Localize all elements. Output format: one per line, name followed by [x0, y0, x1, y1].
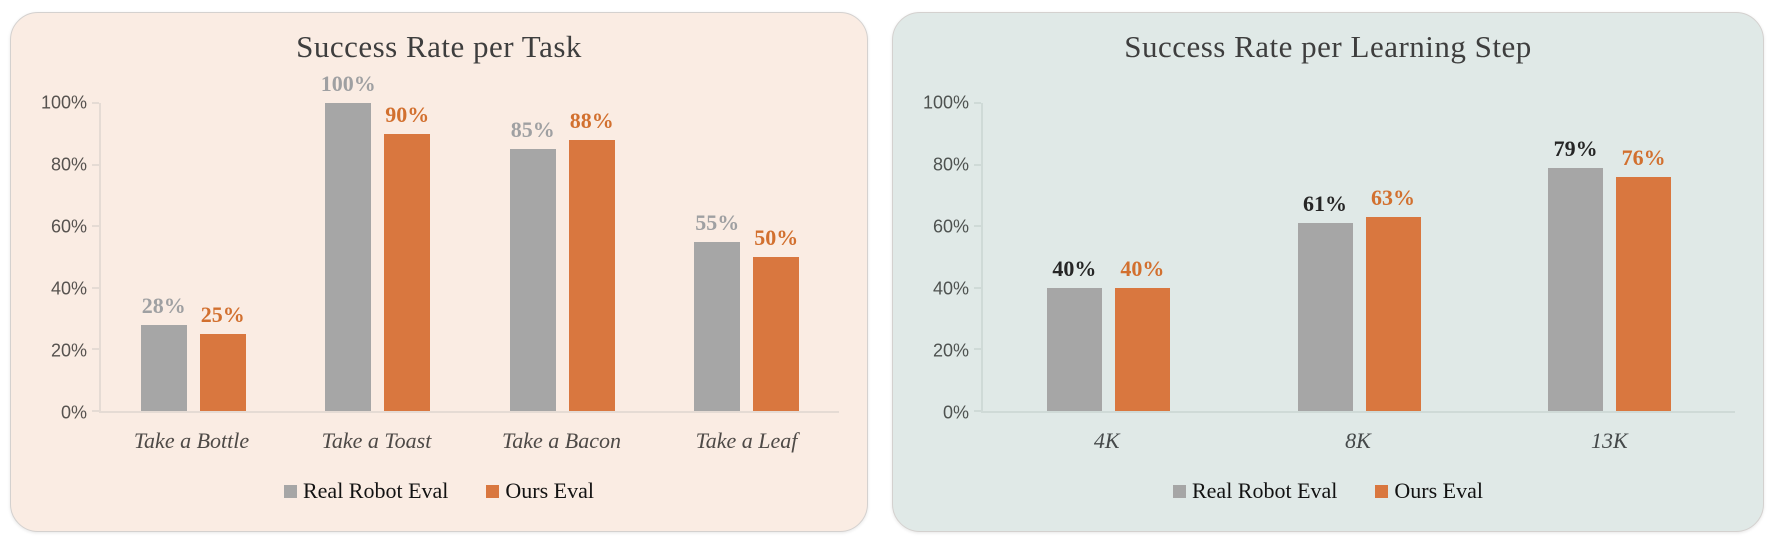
bar-value-label: 76% — [1621, 144, 1666, 170]
bar-value-label: 63% — [1371, 184, 1415, 210]
legend-swatch-gray-square-icon — [283, 484, 297, 498]
y-axis-tick-mark — [974, 102, 981, 104]
y-axis-tick-mark — [974, 410, 981, 412]
legend-swatch-orange-square-icon — [486, 484, 500, 498]
bar-value-label: 55% — [695, 209, 740, 235]
y-axis-tick-label: 0% — [60, 402, 87, 423]
y-axis-tick-label: 80% — [932, 154, 969, 175]
bar-value-label: 90% — [385, 101, 430, 127]
chart-panel-success-rate-per-task: Success Rate per Task 100% 80% 60% 40% 20% 0%… — [10, 12, 868, 532]
y-axis-tick-mark — [92, 286, 99, 289]
y-axis-tick-label: 0% — [942, 402, 969, 423]
bar-real-robot-eval: 79% — [1548, 136, 1604, 411]
y-axis-tick-label: 60% — [50, 216, 87, 237]
bar-value-label: 79% — [1553, 135, 1598, 161]
bar-group: 79% 76% — [1484, 103, 1735, 411]
legend-item-ours-eval: Ours Eval — [1375, 478, 1483, 504]
bar-value-label: 61% — [1303, 191, 1347, 217]
x-axis-labels: 4K 8K 13K — [981, 428, 1735, 454]
legend-label: Real Robot Eval — [302, 478, 449, 503]
plot-area: 28% 25% 100% 90% 85% 88% 55% 50% — [92, 71, 840, 413]
bar-value-label: 50% — [754, 225, 799, 250]
bar-group: 85% 88% — [470, 103, 655, 411]
chart-legend: Real Robot Eval Ours Eval — [11, 478, 867, 504]
y-axis-tick-label: 40% — [50, 278, 87, 299]
bar-real-robot-eval: 61% — [1297, 191, 1353, 411]
bar-group: 55% 50% — [655, 103, 840, 411]
y-axis-tick-mark — [92, 163, 99, 166]
category-label: Take a Bacon — [502, 428, 621, 453]
bar-value-label: 85% — [510, 117, 555, 143]
bar-value-label: 25% — [200, 302, 245, 327]
bar-ours-eval: 76% — [1616, 145, 1672, 411]
bar-group: 61% 63% — [1234, 103, 1485, 411]
bar-ours-eval: 90% — [384, 102, 431, 411]
chart-panel-success-rate-per-learning-step: Success Rate per Learning Step 100% 80% 60… — [892, 12, 1764, 532]
y-axis-tick-mark — [974, 163, 981, 166]
bar-value-label: 40% — [1052, 255, 1097, 281]
y-axis-tick-label: 60% — [932, 216, 969, 237]
category-label: 8K — [1345, 428, 1371, 453]
bar-real-robot-eval: 55% — [694, 210, 741, 411]
legend-item-real-robot-eval: Real Robot Eval — [283, 478, 449, 504]
bar-ours-eval: 40% — [1114, 256, 1170, 411]
chart-title: Success Rate per Task — [296, 29, 582, 64]
legend-swatch-orange-square-icon — [1375, 484, 1389, 498]
y-axis-tick-label: 20% — [50, 340, 87, 361]
chart-title: Success Rate per Learning Step — [1124, 29, 1532, 64]
y-axis-tick-label: 100% — [922, 92, 969, 113]
plot-area: 40% 40% 61% 63% 79% 76% — [974, 102, 1735, 413]
bar-chart-learning-step: 100% 80% 60% 40% 20% 0% 40% 40% 61% 63% 79% 76% 4K 8K… — [893, 93, 1763, 454]
bar-group: 100% 90% — [286, 71, 471, 411]
bar-group: 40% 40% — [983, 103, 1234, 411]
bar-chart-task: 100% 80% 60% 40% 20% 0% 28% 25% 100% 90% 85% 88% 55%… — [11, 71, 867, 454]
y-axis-tick-label: 100% — [40, 92, 87, 113]
legend-swatch-gray-square-icon — [1172, 484, 1186, 498]
category-label: Take a Toast — [321, 428, 432, 453]
y-axis-tick-label: 20% — [932, 340, 969, 361]
charts-row: Success Rate per Task 100% 80% 60% 40% 20% 0%… — [10, 12, 1764, 532]
y-axis-tick-mark — [92, 225, 99, 228]
y-axis-tick-label: 80% — [50, 154, 87, 175]
y-axis: 100% 80% 60% 40% 20% 0% — [893, 93, 981, 423]
legend-label: Ours Eval — [505, 478, 594, 503]
category-label: 4K — [1093, 428, 1120, 453]
bar-real-robot-eval: 40% — [1046, 256, 1102, 411]
legend-item-ours-eval: Ours Eval — [486, 478, 594, 504]
y-axis-tick-mark — [92, 348, 99, 351]
bar-real-robot-eval: 85% — [509, 117, 556, 411]
y-axis-tick-mark — [974, 225, 981, 228]
y-axis-tick-mark — [974, 286, 981, 289]
bar-ours-eval: 25% — [199, 302, 246, 411]
legend-item-real-robot-eval: Real Robot Eval — [1172, 478, 1338, 504]
category-label: Take a Leaf — [695, 428, 798, 453]
bar-real-robot-eval: 28% — [140, 293, 187, 411]
bar-value-label: 28% — [141, 292, 186, 318]
y-axis-tick-mark — [974, 348, 981, 351]
bar-real-robot-eval: 100% — [321, 71, 376, 411]
bar-value-label: 40% — [1120, 255, 1165, 281]
bar-ours-eval: 63% — [1365, 185, 1421, 411]
chart-legend: Real Robot Eval Ours Eval — [893, 478, 1763, 504]
x-axis-labels: Take a Bottle Take a Toast Take a Bacon Tak… — [99, 428, 839, 454]
bar-value-label: 100% — [320, 71, 376, 96]
y-axis-tick-label: 40% — [932, 278, 969, 299]
bar-group: 28% 25% — [101, 103, 286, 411]
category-label: Take a Bottle — [133, 428, 250, 453]
y-axis-tick-mark — [92, 410, 99, 412]
bar-value-label: 88% — [569, 107, 614, 133]
category-label: 13K — [1590, 428, 1628, 453]
y-axis-tick-mark — [92, 102, 99, 104]
legend-label: Ours Eval — [1394, 478, 1483, 503]
bar-ours-eval: 50% — [753, 225, 800, 411]
legend-label: Real Robot Eval — [1191, 478, 1338, 503]
bar-ours-eval: 88% — [568, 108, 615, 411]
y-axis: 100% 80% 60% 40% 20% 0% — [11, 93, 99, 423]
